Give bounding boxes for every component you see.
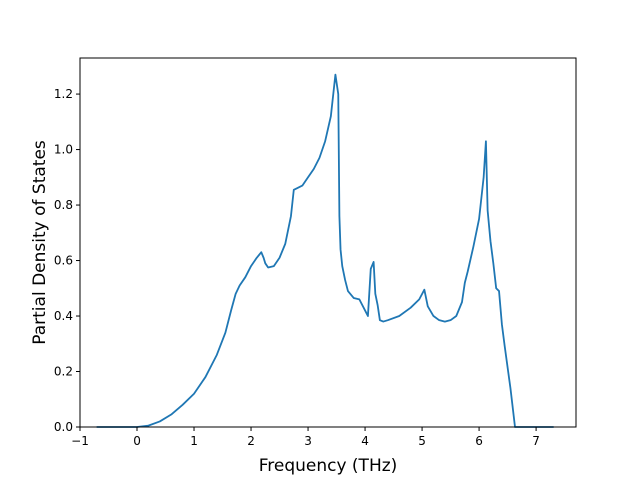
y-tick-label: 1.0: [54, 143, 73, 157]
x-axis: −1 0 1 2 3 4 5 6 7: [71, 427, 540, 448]
x-tick-label: 1: [190, 434, 198, 448]
plot-area: [96, 73, 555, 428]
x-tick-label: 5: [418, 434, 426, 448]
y-tick-label: 0.6: [54, 254, 73, 268]
x-tick-label: 3: [304, 434, 312, 448]
y-tick-label: 0.2: [54, 365, 73, 379]
x-tick-label: 0: [133, 434, 141, 448]
x-tick-label: 2: [247, 434, 255, 448]
y-axis: 0.0 0.2 0.4 0.6 0.8 1.0 1.2: [54, 87, 80, 434]
x-tick-label: 4: [361, 434, 369, 448]
axes-frame: [79, 57, 577, 428]
y-tick-label: 1.2: [54, 87, 73, 101]
y-tick-label: 0.4: [54, 309, 73, 323]
y-tick-label: 0.8: [54, 198, 73, 212]
pdos-series-line: [96, 73, 555, 428]
y-axis-label: Partial Density of States: [30, 140, 50, 345]
x-tick-label: 7: [532, 434, 540, 448]
x-tick-label: 6: [475, 434, 483, 448]
y-tick-label: 0.0: [54, 420, 73, 434]
x-tick-label: −1: [71, 434, 89, 448]
x-axis-label: Frequency (THz): [259, 456, 398, 476]
